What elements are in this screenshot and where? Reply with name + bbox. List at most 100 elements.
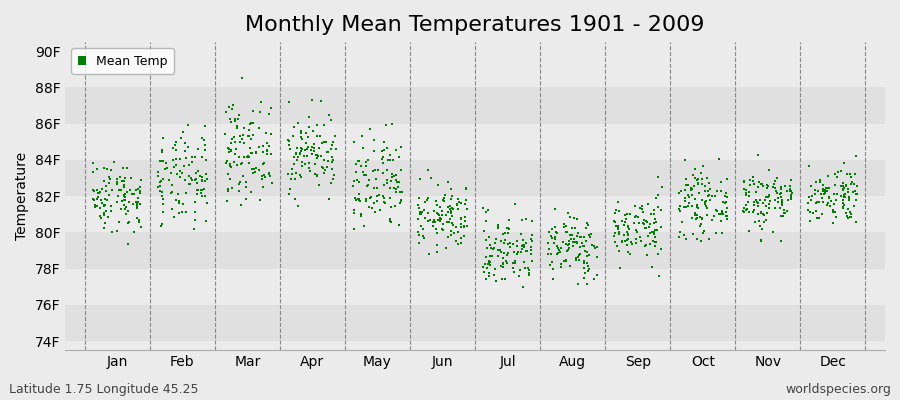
Point (848, 188, 862, 194)
Point (191, 168, 205, 174)
Point (91, 190, 105, 196)
Point (377, 195, 392, 201)
Point (191, 186, 205, 193)
Point (517, 259, 531, 266)
Point (223, 176, 238, 182)
Point (358, 196, 373, 202)
Point (113, 206, 128, 212)
Point (260, 146, 274, 153)
Point (493, 246, 508, 253)
Point (260, 151, 274, 157)
Point (761, 193, 776, 200)
Point (176, 201, 190, 208)
Point (482, 259, 497, 266)
Point (324, 117, 338, 123)
Point (525, 218, 539, 224)
Point (654, 224, 669, 230)
Point (778, 182, 792, 189)
Point (712, 156, 726, 162)
Point (673, 203, 688, 210)
Point (484, 253, 499, 259)
Point (693, 223, 707, 229)
Point (760, 183, 775, 190)
Point (360, 182, 374, 188)
Point (738, 187, 752, 193)
Point (807, 191, 822, 197)
Bar (65, 124, 885, 160)
Point (737, 179, 751, 186)
Point (370, 193, 384, 199)
Point (582, 266, 597, 272)
Point (393, 144, 408, 150)
Point (621, 236, 635, 242)
Point (815, 182, 830, 188)
Point (165, 206, 179, 212)
Point (354, 212, 368, 219)
Point (644, 211, 658, 217)
Point (459, 197, 473, 203)
Point (313, 98, 328, 105)
Point (843, 174, 858, 180)
Point (548, 224, 562, 230)
Point (376, 154, 391, 160)
Point (167, 142, 182, 148)
Point (172, 198, 186, 204)
Point (99, 197, 113, 204)
Point (563, 236, 578, 242)
Point (754, 209, 769, 216)
Point (287, 154, 302, 160)
Point (281, 171, 295, 178)
Point (806, 210, 821, 216)
Point (685, 203, 699, 210)
Point (444, 228, 458, 234)
Point (508, 200, 522, 207)
Point (716, 199, 730, 206)
Point (169, 171, 184, 178)
Point (110, 199, 124, 205)
Point (434, 216, 448, 222)
Point (120, 189, 134, 196)
Point (411, 216, 426, 222)
Point (836, 180, 850, 186)
Point (454, 235, 468, 241)
Point (422, 251, 436, 258)
Point (289, 150, 303, 156)
Point (237, 154, 251, 160)
Point (444, 210, 458, 216)
Point (835, 186, 850, 192)
Point (348, 169, 363, 175)
Point (541, 240, 555, 247)
Point (482, 258, 496, 264)
Point (737, 204, 751, 211)
Point (686, 230, 700, 237)
Point (151, 169, 166, 175)
Point (577, 234, 591, 240)
Point (98, 220, 112, 226)
Point (684, 187, 698, 193)
Point (94, 200, 109, 206)
Point (649, 218, 663, 225)
Point (479, 208, 493, 215)
Point (181, 144, 195, 151)
Point (611, 226, 625, 232)
Point (833, 192, 848, 199)
Point (454, 224, 468, 230)
Point (479, 237, 493, 243)
Point (608, 239, 622, 246)
Point (164, 170, 178, 176)
Point (759, 203, 773, 209)
Point (816, 186, 831, 192)
Point (454, 221, 468, 227)
Point (756, 200, 770, 206)
Point (569, 255, 583, 262)
Point (715, 230, 729, 236)
Point (828, 171, 842, 177)
Point (422, 217, 436, 224)
Point (482, 270, 496, 276)
Point (191, 146, 205, 152)
Point (174, 134, 188, 141)
Point (249, 148, 264, 155)
Point (198, 123, 212, 130)
Point (609, 222, 624, 229)
Point (755, 211, 770, 217)
